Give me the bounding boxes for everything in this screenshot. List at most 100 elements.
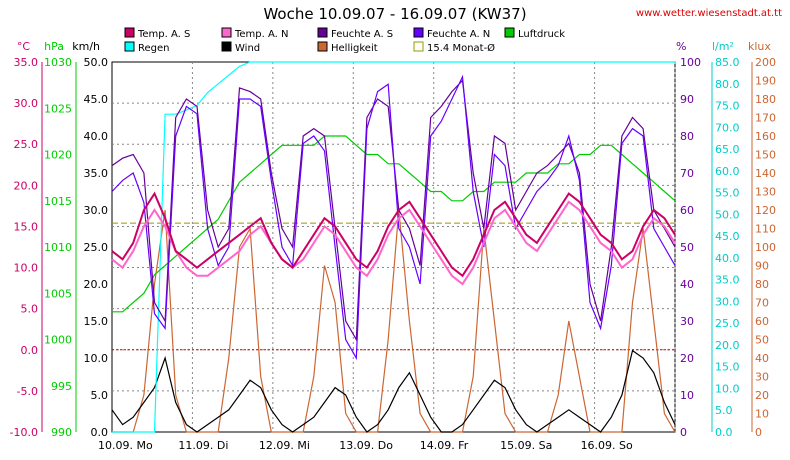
- pressure-axis-tick: 1010: [44, 241, 72, 254]
- humidity-axis-tick: 10: [680, 389, 694, 402]
- wind-axis-tick: 35.0: [84, 167, 109, 180]
- pressure-axis-unit: hPa: [44, 40, 64, 53]
- lux-axis-tick: 80: [755, 278, 769, 291]
- temp-axis-tick: 20.0: [14, 179, 39, 192]
- temp-axis-tick: 5.0: [21, 303, 39, 316]
- legend-swatch: [317, 41, 328, 52]
- chart-title: Woche 10.09.07 - 16.09.07 (KW37): [263, 5, 526, 23]
- legend-swatch: [221, 41, 232, 52]
- pressure-axis-tick: 995: [51, 380, 72, 393]
- rain-axis-tick: 85.0: [715, 56, 740, 69]
- series-feuchte-a-n: [111, 74, 676, 361]
- x-tick-label: 14.09. Fr: [420, 439, 469, 452]
- legend-swatch: [504, 27, 515, 38]
- legend-label: Helligkeit: [331, 43, 378, 54]
- plot-frame: [111, 61, 676, 433]
- source-url: www.wetter.wiesenstadt.at.tt: [636, 8, 782, 19]
- legend-swatch: [124, 41, 135, 52]
- legend-label: Wind: [235, 43, 260, 54]
- lux-axis-tick: 170: [755, 112, 776, 125]
- lux-axis-tick: 110: [755, 223, 776, 236]
- wind-axis-tick: 5.0: [91, 389, 109, 402]
- humidity-axis-tick: 90: [680, 93, 694, 106]
- series-helligkeit: [112, 209, 676, 433]
- series-temp-a-s: [111, 191, 676, 278]
- lux-axis-tick: 40: [755, 352, 769, 365]
- temp-axis-tick: -5.0: [17, 385, 38, 398]
- rain-axis-tick: 50.0: [715, 208, 740, 221]
- legend-label: 15.4 Monat-Ø: [427, 42, 495, 54]
- temp-axis-tick: 10.0: [14, 262, 39, 275]
- pressure-axis-tick: 1025: [44, 102, 72, 115]
- humidity-axis-unit: %: [676, 40, 686, 53]
- temp-axis-tick: 30.0: [14, 97, 39, 110]
- lux-axis-tick: 90: [755, 260, 769, 273]
- rain-axis-tick: 40.0: [715, 252, 740, 265]
- lux-axis-tick: 50: [755, 334, 769, 347]
- lux-axis-tick: 130: [755, 186, 776, 199]
- legend-swatch: [124, 27, 135, 38]
- legend-swatch: [413, 27, 424, 38]
- lux-axis-tick: 0: [755, 426, 762, 439]
- lux-axis-unit: klux: [748, 40, 771, 53]
- temp-axis-tick: 35.0: [14, 56, 39, 69]
- legend-swatch: [221, 27, 232, 38]
- lux-axis-tick: 120: [755, 204, 776, 217]
- legend-label: Temp. A. N: [234, 29, 289, 40]
- pressure-axis-tick: 1020: [44, 149, 72, 162]
- pressure-axis-tick: 1005: [44, 287, 72, 300]
- axes: 10.09. Mo 11.09. Di 12.09. Mi 13.09. Do 14.0…: [10, 40, 776, 452]
- rain-axis-tick: 15.0: [715, 361, 740, 374]
- wind-axis-tick: 10.0: [84, 352, 109, 365]
- lux-axis-tick: 200: [755, 56, 776, 69]
- lux-axis-tick: 140: [755, 167, 776, 180]
- rain-axis-tick: 70.0: [715, 121, 740, 134]
- lux-axis-tick: 20: [755, 389, 769, 402]
- rain-axis-tick: 80.0: [715, 78, 740, 91]
- rain-axis-tick: 60.0: [715, 165, 740, 178]
- wind-axis-tick: 20.0: [84, 278, 109, 291]
- wind-axis-tick: 25.0: [84, 241, 109, 254]
- humidity-axis-tick: 30: [680, 315, 694, 328]
- rain-axis-tick: 35.0: [715, 274, 740, 287]
- temp-axis-unit: °C: [17, 40, 31, 53]
- pressure-axis-tick: 1015: [44, 195, 72, 208]
- rain-axis-tick: 65.0: [715, 143, 740, 156]
- temp-axis-tick: 0.0: [21, 344, 39, 357]
- legend-label: Temp. A. S: [137, 29, 190, 40]
- rain-axis-tick: 0.0: [715, 426, 733, 439]
- rain-axis-tick: 55.0: [715, 187, 740, 200]
- lux-axis-tick: 190: [755, 75, 776, 88]
- rain-axis-tick: 30.0: [715, 295, 740, 308]
- humidity-axis-tick: 100: [680, 56, 701, 69]
- x-tick-label: 15.09. Sa: [500, 439, 552, 452]
- series-wind: [111, 349, 676, 433]
- rain-axis-tick: 10.0: [715, 382, 740, 395]
- series-regen: [112, 61, 675, 433]
- wind-axis-tick: 0.0: [91, 426, 109, 439]
- lux-axis-tick: 10: [755, 408, 769, 421]
- humidity-axis-tick: 80: [680, 130, 694, 143]
- x-tick-label: 16.09. So: [581, 439, 633, 452]
- pressure-axis-tick: 990: [51, 426, 72, 439]
- wind-axis-tick: 50.0: [84, 56, 109, 69]
- temp-axis-tick: 15.0: [14, 220, 39, 233]
- legend: Temp. A. S Temp. A. N Feuchte A. S Feuchte …: [124, 27, 565, 54]
- rain-axis-tick: 75.0: [715, 100, 740, 113]
- humidity-axis-tick: 70: [680, 167, 694, 180]
- humidity-axis-tick: 20: [680, 352, 694, 365]
- x-tick-label: 12.09. Mi: [259, 439, 310, 452]
- plot-area: [111, 61, 676, 433]
- rain-axis-tick: 5.0: [715, 404, 733, 417]
- lux-axis-tick: 70: [755, 297, 769, 310]
- legend-label: Regen: [138, 43, 170, 54]
- humidity-axis-tick: 50: [680, 241, 694, 254]
- legend-label: Feuchte A. S: [331, 29, 393, 40]
- temp-axis-tick: 25.0: [14, 138, 39, 151]
- humidity-axis-tick: 40: [680, 278, 694, 291]
- lux-axis-tick: 100: [755, 241, 776, 254]
- x-tick-label: 11.09. Di: [178, 439, 228, 452]
- wind-axis-unit: km/h: [72, 40, 100, 53]
- legend-swatch: [317, 27, 328, 38]
- rain-axis-tick: 20.0: [715, 339, 740, 352]
